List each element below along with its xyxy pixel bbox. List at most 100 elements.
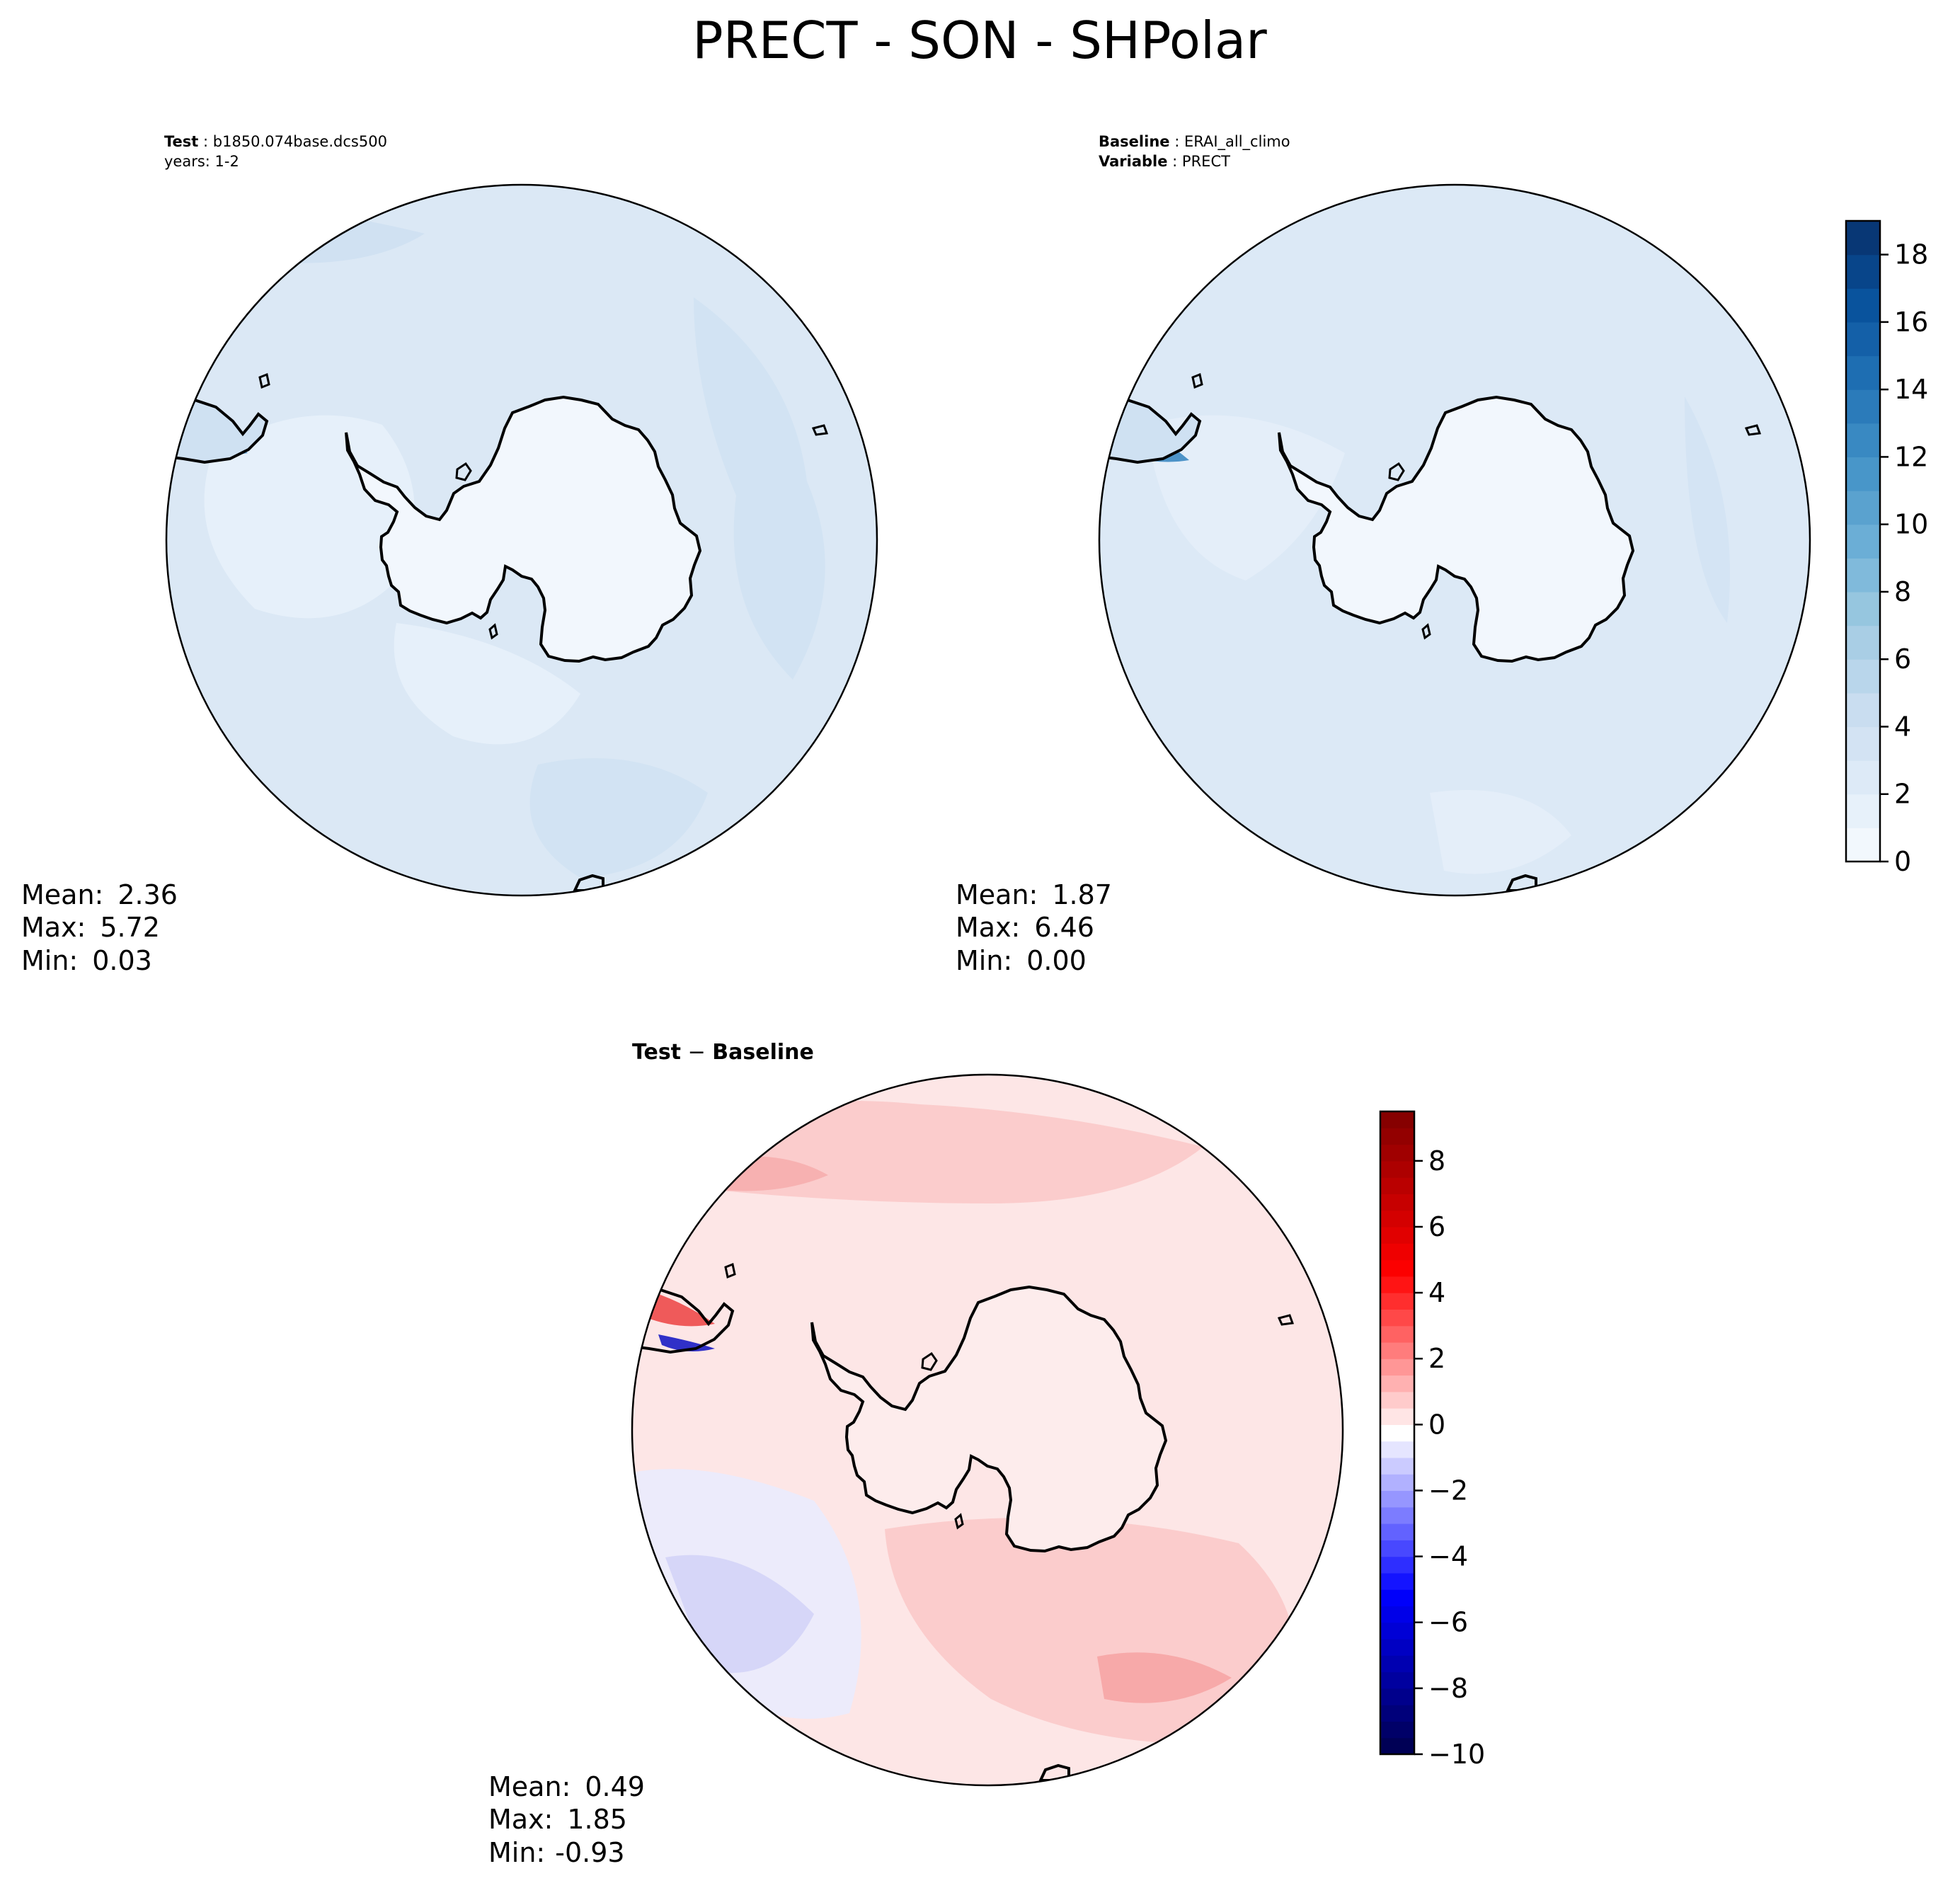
diff-colorbar-level-32: [1380, 1210, 1414, 1228]
diff-colorbar-tick-label-1: −8: [1428, 1673, 1468, 1704]
baseline-colorbar-level-16: [1846, 288, 1880, 323]
baseline-colorbar-level-3: [1846, 726, 1880, 761]
diff-blob-pos-3: [1097, 1652, 1232, 1703]
baseline-colorbar-level-1: [1846, 794, 1880, 828]
baseline-variable-value: PRECT: [1182, 153, 1230, 170]
diff-colorbar-level-34: [1380, 1177, 1414, 1195]
baseline-colorbar-level-0: [1846, 828, 1880, 862]
baseline-header-line2: Variable : PRECT: [1099, 153, 1230, 170]
diff-colorbar-level-9: [1380, 1589, 1414, 1607]
diff-colorbar-tick-label-5: 0: [1428, 1409, 1445, 1440]
baseline-stat-min: Min: 0.00: [956, 945, 1087, 976]
baseline-variable-label: Variable: [1099, 153, 1167, 170]
test-blob-dark-1: [694, 297, 825, 680]
diff-colorbar-level-27: [1380, 1293, 1414, 1310]
diff-colorbar-level-23: [1380, 1358, 1414, 1376]
baseline-colorbar-tick-label-9: 18: [1894, 239, 1928, 270]
diff-colorbar-level-22: [1380, 1375, 1414, 1392]
figure-title: PRECT - SON - SHPolar: [692, 11, 1267, 70]
baseline-colorbar-tick-label-4: 8: [1894, 576, 1911, 607]
baseline-stat-mean: Mean: 1.87: [956, 879, 1112, 910]
test-blob-light-1: [204, 415, 415, 619]
baseline-map: [1099, 185, 1810, 896]
diff-colorbar-level-25: [1380, 1325, 1414, 1343]
diff-colorbar-frame: [1379, 1110, 1416, 1756]
test-header-label: Test: [164, 133, 198, 150]
baseline-colorbar-tick-label-1: 2: [1894, 779, 1911, 810]
diff-colorbar-level-12: [1380, 1540, 1414, 1557]
test-stat-min: Min: 0.03: [21, 945, 152, 976]
diff-stat-mean: Mean: 0.49: [488, 1771, 645, 1802]
baseline-colorbar-tick-label-3: 6: [1894, 643, 1911, 675]
diff-colorbar-level-38: [1380, 1111, 1414, 1128]
diff-header-value: Baseline: [712, 1040, 814, 1065]
diff-colorbar: −10 −8 −6 −4 −2 0 2 4 6 8: [1379, 1110, 1485, 1770]
diff-colorbar-tick-label-2: −6: [1428, 1607, 1468, 1638]
baseline-header-value: ERAI_all_climo: [1184, 133, 1290, 151]
diff-colorbar-level-4: [1380, 1671, 1414, 1689]
diff-colorbar-level-16: [1380, 1474, 1414, 1492]
diff-colorbar-level-19: [1380, 1424, 1414, 1442]
baseline-blob-light-1: [1147, 415, 1345, 580]
diff-colorbar-level-28: [1380, 1276, 1414, 1293]
test-header-sep: :: [198, 133, 212, 150]
diff-colorbar-level-24: [1380, 1341, 1414, 1359]
test-header-value: b1850.074base.dcs500: [213, 133, 387, 150]
diff-colorbar-tick-label-0: −10: [1428, 1739, 1485, 1770]
test-header-years: years: 1-2: [164, 153, 239, 170]
diff-colorbar-level-5: [1380, 1655, 1414, 1673]
diff-colorbar-level-26: [1380, 1309, 1414, 1327]
baseline-colorbar-frame: [1845, 219, 1881, 863]
diff-map-frame: [631, 1073, 1344, 1787]
diff-colorbar-level-37: [1380, 1128, 1414, 1145]
baseline-colorbar-level-15: [1846, 321, 1880, 357]
panel-test: Test : b1850.074base.dcs500 years: 1-2: [21, 133, 878, 976]
baseline-colorbar-level-18: [1846, 221, 1880, 256]
diff-colorbar-level-33: [1380, 1194, 1414, 1211]
baseline-colorbar-level-11: [1846, 457, 1880, 491]
diff-map: [632, 1075, 1343, 1785]
test-stats: Mean: 2.36 Max: 5.72 Min: 0.03: [21, 879, 178, 976]
diff-colorbar-level-8: [1380, 1606, 1414, 1623]
diff-colorbar-tick-label-6: 2: [1428, 1343, 1445, 1374]
baseline-colorbar-level-9: [1846, 524, 1880, 559]
diff-colorbar-level-2: [1380, 1705, 1414, 1722]
baseline-colorbar-level-7: [1846, 591, 1880, 627]
baseline-colorbar-level-8: [1846, 558, 1880, 593]
diff-colorbar-level-1: [1380, 1721, 1414, 1739]
baseline-stats: Mean: 1.87 Max: 6.46 Min: 0.00: [956, 879, 1112, 976]
diff-colorbar-level-30: [1380, 1243, 1414, 1261]
diff-colorbar-tick-label-9: 8: [1428, 1145, 1445, 1177]
diff-colorbar-level-6: [1380, 1639, 1414, 1656]
diff-colorbar-level-29: [1380, 1259, 1414, 1277]
baseline-colorbar-level-12: [1846, 423, 1880, 458]
diff-header: Test − Baseline: [632, 1040, 814, 1065]
diff-colorbar-tick-label-3: −4: [1428, 1541, 1468, 1572]
diff-colorbar-level-14: [1380, 1506, 1414, 1524]
diff-colorbar-level-35: [1380, 1160, 1414, 1178]
diff-header-label: Test: [632, 1040, 681, 1065]
baseline-colorbar-tick-label-0: 0: [1894, 846, 1911, 877]
diff-colorbar-level-17: [1380, 1457, 1414, 1475]
baseline-map-frame: [1098, 183, 1811, 897]
diff-colorbar-level-0: [1380, 1737, 1414, 1755]
diff-header-sep: −: [681, 1040, 712, 1065]
baseline-colorbar-tick-label-6: 12: [1894, 441, 1928, 472]
baseline-header-sep: :: [1170, 133, 1184, 150]
baseline-colorbar-level-13: [1846, 389, 1880, 424]
diff-colorbar-level-7: [1380, 1622, 1414, 1640]
baseline-colorbar-level-17: [1846, 254, 1880, 289]
diff-colorbar-level-21: [1380, 1391, 1414, 1409]
diff-colorbar-tick-label-4: −2: [1428, 1475, 1468, 1506]
baseline-colorbar-level-5: [1846, 659, 1880, 694]
baseline-variable-sep: :: [1167, 153, 1181, 170]
test-stat-mean: Mean: 2.36: [21, 879, 178, 910]
diff-colorbar-level-36: [1380, 1144, 1414, 1162]
baseline-colorbar-tick-label-7: 14: [1894, 374, 1928, 405]
diff-colorbar-level-18: [1380, 1441, 1414, 1458]
test-map-frame: [165, 183, 878, 897]
baseline-colorbar-level-14: [1846, 355, 1880, 390]
baseline-colorbar-tick-label-2: 4: [1894, 711, 1911, 742]
diff-colorbar-level-20: [1380, 1408, 1414, 1425]
baseline-colorbar-level-4: [1846, 692, 1880, 728]
